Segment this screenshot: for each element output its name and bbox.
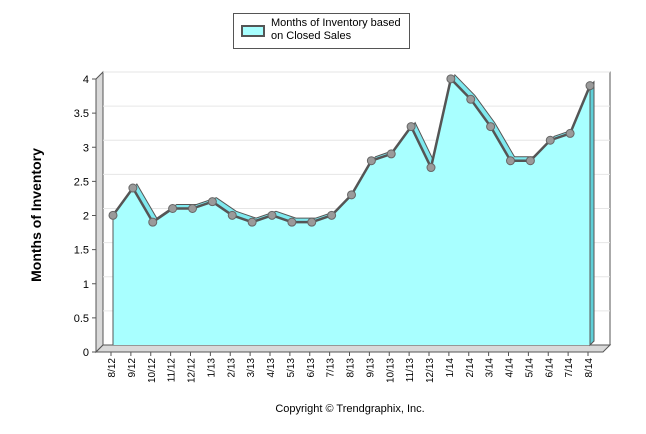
x-tick-label: 9/12 <box>127 358 138 378</box>
data-point <box>426 163 436 173</box>
x-tick-label: 8/12 <box>107 358 118 378</box>
x-tick-label: 1/13 <box>206 358 217 378</box>
area-fill <box>113 78 590 345</box>
x-tick-label: 3/13 <box>246 358 257 378</box>
y-tick-label: 2 <box>83 211 89 223</box>
x-tick-label: 7/14 <box>564 358 575 378</box>
x-tick-label: 10/12 <box>147 358 158 383</box>
y-tick-label: 3.5 <box>74 108 89 120</box>
x-tick-label: 6/13 <box>306 358 317 378</box>
x-tick-label: 7/13 <box>326 358 337 378</box>
x-tick-label: 3/14 <box>485 358 496 378</box>
data-point <box>486 122 496 132</box>
y-tick-label: 1.5 <box>74 245 89 257</box>
plot-floor <box>94 344 612 353</box>
legend: Months of Inventory based on Closed Sale… <box>233 13 410 49</box>
data-point <box>366 156 376 166</box>
legend-label: Months of Inventory based on Closed Sale… <box>271 17 401 42</box>
data-point <box>128 183 138 193</box>
copyright: Copyright © Trendgraphix, Inc. <box>275 403 425 415</box>
data-point <box>247 217 257 227</box>
data-point <box>466 94 476 104</box>
legend-swatch <box>241 25 265 37</box>
data-point <box>506 156 515 166</box>
x-tick-label: 8/14 <box>584 358 595 378</box>
x-tick-label: 8/13 <box>346 358 357 378</box>
y-tick-label: 1 <box>83 279 89 291</box>
data-point <box>267 210 277 220</box>
x-tick-label: 10/13 <box>385 358 396 383</box>
x-tick-label: 5/14 <box>524 358 535 378</box>
data-point <box>347 190 356 200</box>
y-tick-label: 2.5 <box>74 176 89 188</box>
data-point <box>207 197 217 207</box>
data-point <box>108 210 118 220</box>
data-point <box>406 122 416 132</box>
data-point <box>525 156 535 166</box>
data-point <box>585 81 595 91</box>
x-tick-label: 12/13 <box>425 358 436 383</box>
data-point <box>148 217 158 227</box>
y-tick-label: 3 <box>83 142 89 154</box>
x-tick-label: 1/14 <box>445 358 456 378</box>
data-point <box>188 204 197 213</box>
data-point <box>287 217 297 227</box>
y-tick-label: 4 <box>83 74 89 86</box>
data-point <box>168 204 178 213</box>
data-point <box>565 128 575 138</box>
data-point <box>227 210 237 220</box>
data-point <box>386 149 396 159</box>
x-tick-label: 6/14 <box>544 358 555 378</box>
x-tick-label: 11/13 <box>405 358 416 383</box>
x-tick-label: 5/13 <box>286 358 297 378</box>
data-point <box>307 217 317 227</box>
x-tick-label: 2/14 <box>465 358 476 378</box>
x-tick-label: 12/12 <box>187 358 198 383</box>
data-point <box>545 135 555 145</box>
x-tick-label: 11/12 <box>167 358 178 383</box>
area-right-face <box>589 80 595 347</box>
plot-left-wall <box>95 70 104 354</box>
x-tick-label: 2/13 <box>226 358 237 378</box>
y-tick-label: 0 <box>83 347 89 359</box>
x-tick-label: 4/13 <box>266 358 277 378</box>
data-point <box>327 210 337 220</box>
x-tick-label: 4/14 <box>505 358 516 378</box>
data-point <box>446 74 456 84</box>
x-tick-label: 9/13 <box>365 358 376 378</box>
y-tick-label: 0.5 <box>74 313 89 325</box>
